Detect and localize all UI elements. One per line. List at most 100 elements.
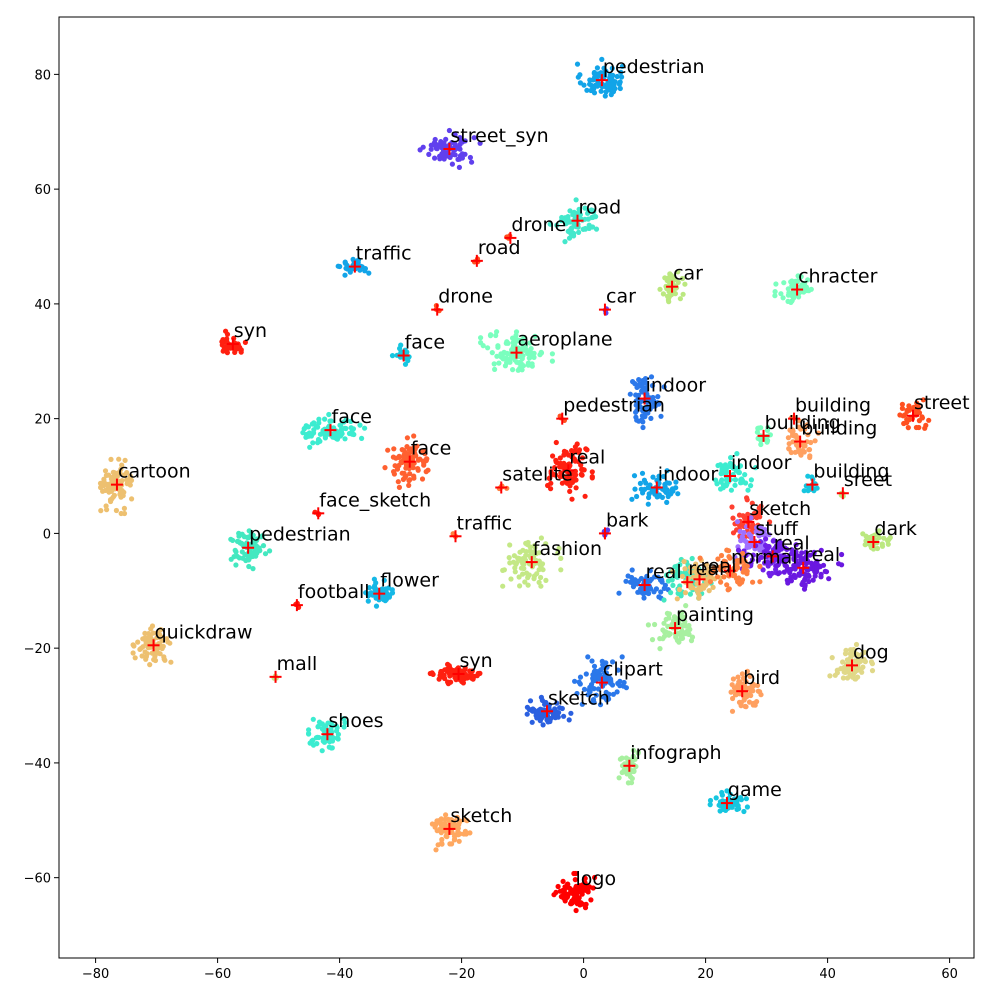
center-marker-street bbox=[907, 409, 919, 422]
scatter-point bbox=[707, 579, 714, 585]
scatter-point bbox=[813, 560, 819, 566]
scatter-point bbox=[406, 478, 412, 484]
scatter-point bbox=[744, 804, 751, 810]
scatter-point bbox=[553, 457, 559, 463]
scatter-point bbox=[637, 480, 644, 486]
cluster-label-dog: dog bbox=[853, 641, 889, 663]
scatter-point bbox=[366, 270, 372, 276]
scatter-point bbox=[456, 164, 462, 170]
scatter-point bbox=[886, 536, 892, 543]
scatter-point bbox=[462, 151, 468, 157]
center-marker-cartoon bbox=[110, 478, 123, 491]
scatter-point bbox=[713, 477, 719, 483]
scatter-point bbox=[585, 654, 591, 660]
cluster-label-bark: bark bbox=[606, 509, 649, 531]
scatter-point bbox=[661, 620, 667, 626]
scatter-point bbox=[307, 444, 313, 450]
scatter-point bbox=[111, 470, 117, 476]
scatter-point bbox=[438, 821, 444, 828]
scatter-point bbox=[619, 763, 626, 769]
center-marker-painting bbox=[669, 622, 682, 635]
center-marker-syn bbox=[452, 667, 465, 680]
scatter-point bbox=[728, 689, 734, 695]
scatter-point bbox=[582, 205, 588, 211]
scatter-point bbox=[122, 472, 128, 478]
center-marker-face bbox=[403, 455, 416, 468]
cluster-label-aeroplane: aeroplane bbox=[518, 329, 613, 351]
scatter-point bbox=[681, 558, 687, 565]
scatter-point bbox=[724, 788, 730, 794]
cluster-building bbox=[785, 418, 821, 461]
scatter-point bbox=[382, 596, 388, 602]
scatter-point bbox=[654, 400, 661, 406]
scatter-point bbox=[443, 812, 449, 818]
scatter-point bbox=[661, 633, 668, 639]
scatter-point bbox=[807, 453, 813, 459]
scatter-point bbox=[313, 423, 319, 429]
center-marker-real bbox=[797, 561, 810, 574]
scatter-point bbox=[452, 141, 458, 147]
scatter-point bbox=[906, 403, 912, 409]
scatter-point bbox=[250, 566, 256, 572]
scatter-point bbox=[763, 536, 769, 542]
scatter-point bbox=[470, 676, 476, 682]
scatter-point bbox=[341, 419, 347, 425]
scatter-point bbox=[596, 674, 602, 680]
scatter-point bbox=[587, 684, 593, 691]
scatter-point bbox=[514, 337, 520, 343]
scatter-point bbox=[636, 377, 642, 383]
scatter-point bbox=[688, 584, 694, 590]
scatter-point bbox=[444, 834, 450, 840]
scatter-point bbox=[441, 149, 447, 155]
scatter-point bbox=[646, 484, 652, 491]
cluster-label-real: real bbox=[646, 561, 682, 583]
scatter-point bbox=[811, 551, 817, 557]
scatter-point bbox=[757, 563, 763, 570]
scatter-point bbox=[786, 446, 792, 452]
scatter-point bbox=[826, 576, 832, 582]
cluster-indoor bbox=[627, 374, 667, 431]
scatter-point bbox=[546, 475, 552, 481]
scatter-point bbox=[432, 136, 438, 143]
scatter-point bbox=[357, 422, 363, 428]
center-marker-face_sketch bbox=[312, 507, 325, 520]
scatter-point bbox=[327, 418, 333, 424]
scatter-point bbox=[739, 579, 745, 585]
cluster-label-pedestrian: pedestrian bbox=[603, 56, 705, 78]
scatter-point bbox=[609, 65, 615, 71]
cluster-label-mall: mall bbox=[277, 653, 318, 675]
cluster-label-traffic: traffic bbox=[356, 243, 412, 265]
scatter-point bbox=[121, 505, 127, 511]
scatter-point bbox=[135, 639, 141, 645]
scatter-point bbox=[781, 280, 787, 286]
scatter-point bbox=[673, 479, 679, 485]
scatter-point bbox=[748, 515, 754, 521]
cluster-label-street_syn: street_syn bbox=[450, 125, 548, 147]
scatter-point bbox=[666, 630, 672, 636]
scatter-point bbox=[669, 488, 675, 494]
scatter-point bbox=[343, 425, 349, 432]
scatter-point bbox=[755, 435, 761, 441]
center-marker-shoes bbox=[321, 728, 334, 741]
center-marker-pedestrian bbox=[556, 412, 569, 425]
scatter-point bbox=[529, 363, 535, 369]
cluster-labels: pedestrianstreet_synroaddroneroadtraffic… bbox=[118, 56, 970, 890]
scatter-point bbox=[680, 291, 686, 297]
scatter-point bbox=[618, 69, 624, 75]
scatter-point bbox=[793, 558, 799, 564]
scatter-point bbox=[840, 675, 847, 681]
scatter-point bbox=[634, 384, 640, 390]
scatter-point bbox=[897, 412, 903, 418]
scatter-point bbox=[632, 381, 638, 387]
scatter-point bbox=[724, 547, 730, 553]
scatter-point bbox=[715, 556, 721, 562]
scatter-point bbox=[311, 430, 317, 436]
scatter-point bbox=[522, 343, 529, 349]
scatter-point bbox=[525, 582, 531, 588]
scatter-point bbox=[310, 716, 316, 722]
scatter-point bbox=[785, 286, 791, 292]
x-tick-label: −60 bbox=[204, 967, 231, 982]
scatter-point bbox=[899, 401, 906, 407]
scatter-point bbox=[693, 561, 699, 567]
scatter-point bbox=[856, 654, 862, 660]
